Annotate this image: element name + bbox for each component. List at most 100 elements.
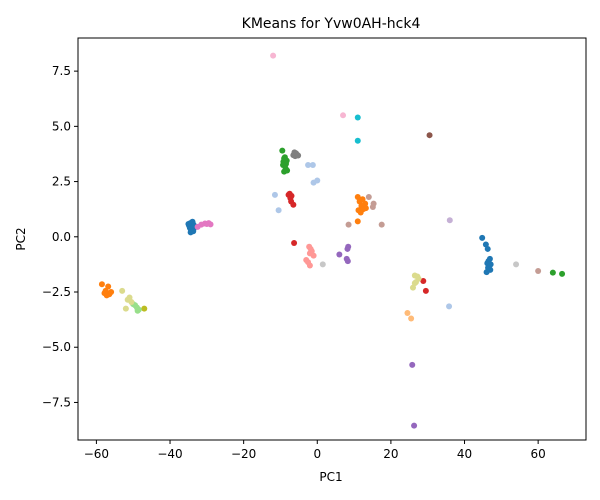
x-tick-label: 60 <box>531 447 546 461</box>
scatter-point <box>282 165 289 172</box>
scatter-point <box>426 132 433 139</box>
scatter-point <box>483 269 490 276</box>
scatter-point <box>336 251 343 258</box>
scatter-point <box>285 191 292 198</box>
scatter-point <box>345 221 352 228</box>
scatter-point <box>411 280 418 287</box>
scatter-point <box>310 252 317 259</box>
scatter-point <box>369 203 376 210</box>
x-tick-label: 20 <box>383 447 398 461</box>
scatter-point <box>487 261 494 268</box>
scatter-point <box>295 152 302 159</box>
y-tick-label: 2.5 <box>52 175 71 189</box>
scatter-point <box>190 228 197 235</box>
scatter-point <box>359 196 366 203</box>
scatter-point <box>354 114 361 121</box>
scatter-point <box>362 205 369 212</box>
scatter-point <box>314 177 321 184</box>
scatter-point <box>345 243 352 250</box>
x-axis-ticks: −60 −40 −20 0 20 40 60 <box>84 440 546 461</box>
scatter-point <box>354 137 361 144</box>
x-tick-label: 0 <box>313 447 321 461</box>
scatter-point <box>446 217 453 224</box>
scatter-point <box>119 287 126 294</box>
scatter-point <box>319 261 326 268</box>
cluster-brown <box>426 132 433 139</box>
cluster-khaki <box>119 272 422 312</box>
scatter-point <box>275 207 282 214</box>
scatter-point <box>271 191 278 198</box>
scatter-point <box>203 220 210 227</box>
cluster-lightpink <box>270 52 347 119</box>
scatter-point <box>141 305 148 312</box>
scatter-point <box>344 258 351 265</box>
scatter-point <box>185 220 192 227</box>
scatter-point <box>404 309 411 316</box>
scatter-point <box>134 307 141 314</box>
cluster-salmon <box>303 243 317 269</box>
chart-title: KMeans for Yvw0AH-hck4 <box>242 16 421 32</box>
scatter-point <box>108 289 115 296</box>
scatter-point <box>484 245 491 252</box>
scatter-point <box>306 262 313 269</box>
scatter-point <box>513 261 520 268</box>
cluster-purple <box>336 243 418 429</box>
scatter-point <box>283 157 290 164</box>
cluster-rosybrown <box>345 194 542 275</box>
scatter-point <box>290 201 297 208</box>
scatter-point <box>122 305 129 312</box>
cluster-green <box>279 147 566 277</box>
scatter-point <box>128 298 135 305</box>
scatter-point <box>362 200 369 207</box>
cluster-lightgray <box>319 261 520 268</box>
x-tick-label: −60 <box>84 447 109 461</box>
scatter-point <box>98 281 105 288</box>
x-axis-label: PC1 <box>319 470 342 484</box>
x-tick-label: −20 <box>231 447 256 461</box>
scatter-point <box>409 361 416 368</box>
cluster-lightgreen <box>130 301 142 314</box>
scatter-point <box>309 162 316 169</box>
cluster-red <box>285 190 429 294</box>
cluster-lavender <box>446 217 453 224</box>
scatter-point <box>101 290 108 297</box>
points-layer <box>98 52 566 429</box>
scatter-point <box>411 422 418 429</box>
cluster-peach <box>404 309 415 322</box>
scatter-point <box>365 194 372 201</box>
scatter-point <box>305 162 312 169</box>
scatter-point <box>559 270 566 277</box>
y-axis-label: PC2 <box>14 227 28 250</box>
x-tick-label: −40 <box>157 447 182 461</box>
y-tick-label: 5.0 <box>52 119 71 133</box>
scatter-point <box>291 239 298 246</box>
scatter-point <box>354 218 361 225</box>
y-axis-ticks: −7.5 −5.0 −2.5 0.0 2.5 5.0 7.5 <box>42 64 78 409</box>
scatter-point <box>479 234 486 241</box>
scatter-point <box>105 283 112 290</box>
y-tick-label: 0.0 <box>52 230 71 244</box>
cluster-cyan <box>354 114 361 144</box>
y-tick-label: −7.5 <box>42 395 71 409</box>
scatter-point <box>340 112 347 119</box>
cluster-lightblue <box>271 162 453 310</box>
y-tick-label: −5.0 <box>42 340 71 354</box>
cluster-orange <box>98 194 369 299</box>
plot-frame <box>77 37 587 441</box>
y-tick-label: 7.5 <box>52 64 71 78</box>
scatter-point <box>535 268 542 275</box>
scatter-point <box>422 287 429 294</box>
scatter-point <box>270 52 277 59</box>
scatter-point <box>194 223 201 230</box>
scatter-point <box>378 221 385 228</box>
scatter-point <box>279 147 286 154</box>
x-tick-label: 40 <box>457 447 472 461</box>
scatter-point <box>408 315 415 322</box>
y-tick-label: −2.5 <box>42 285 71 299</box>
scatter-point <box>446 303 453 310</box>
cluster-gray <box>290 149 302 160</box>
scatter-point <box>307 245 314 252</box>
scatter-point <box>415 275 422 282</box>
